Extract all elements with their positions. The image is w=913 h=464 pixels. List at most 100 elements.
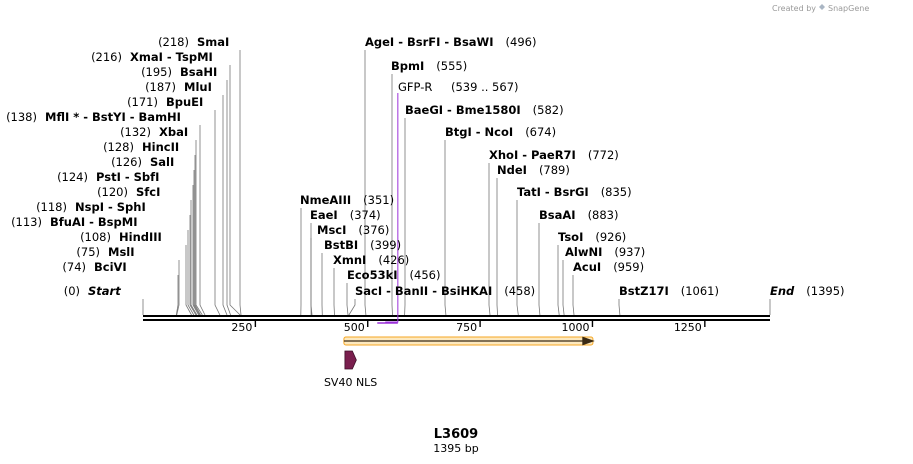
- site-bsahi-label[interactable]: (195) BsaHI: [141, 65, 217, 79]
- primer-gfp-r-name: GFP-R: [398, 80, 432, 94]
- site-msci-name: MscI: [317, 223, 346, 237]
- site-alwni-name: AlwNI: [565, 245, 602, 259]
- site-xhoi-label[interactable]: XhoI - PaeR7I (772): [489, 148, 619, 162]
- site-hindiii-position: (108): [80, 230, 111, 244]
- site-nspi-connector: [189, 215, 197, 316]
- site-saci-name: SacI - BanII - BsiHKAI: [355, 284, 492, 298]
- site-alwni-label[interactable]: AlwNI (937): [565, 245, 645, 259]
- site-alwni-connector: [562, 260, 565, 316]
- site-xbai-position: (132): [120, 125, 151, 139]
- site-saci-connector: [348, 299, 356, 316]
- site-agei-label[interactable]: AgeI - BsrFI - BsaWI (496): [365, 35, 536, 49]
- site-xmai-label[interactable]: (216) XmaI - TspMI: [91, 50, 213, 64]
- site-mfli-label[interactable]: (138) MflI * - BstYI - BamHI: [6, 110, 181, 124]
- site-btgi-name: BtgI - NcoI: [445, 125, 513, 139]
- site-ndei-position: (789): [539, 163, 570, 177]
- primer-gfp-r[interactable]: GFP-R (539 .. 567): [377, 80, 519, 324]
- site-eaei-position: (374): [350, 208, 381, 222]
- site-bsahi-position: (195): [141, 65, 172, 79]
- site-btgi-position: (674): [525, 125, 556, 139]
- site-psti-label[interactable]: (124) PstI - SbfI: [57, 170, 159, 184]
- site-ndei-label[interactable]: NdeI (789): [497, 163, 570, 177]
- site-bstbi-label[interactable]: BstBI (399): [324, 238, 401, 252]
- site-acui-connector: [572, 275, 575, 316]
- site-bcivi-label[interactable]: (74) BciVI: [62, 260, 126, 274]
- site-bpmi-name: BpmI: [391, 59, 424, 73]
- site-hincii-position: (128): [103, 140, 134, 154]
- scale-tick-label-250: 250: [231, 321, 252, 334]
- site-start-label[interactable]: (0) Start: [64, 284, 122, 298]
- site-mlui-connector: [222, 95, 228, 316]
- site-start-name: Start: [88, 284, 121, 298]
- site-saci-label[interactable]: SacI - BanII - BsiHKAI (458): [355, 284, 535, 298]
- site-alwni-position: (937): [614, 245, 645, 259]
- site-msli-label[interactable]: (75) MslI: [76, 245, 134, 259]
- site-bpmi-position: (555): [436, 59, 467, 73]
- site-bfuai-position: (113): [11, 215, 42, 229]
- site-mlui-label[interactable]: (187) MluI: [145, 80, 212, 94]
- site-bfuai-connector: [187, 230, 195, 316]
- site-xmai-name: XmaI - TspMI: [130, 50, 213, 64]
- site-baegi-position: (582): [533, 103, 564, 117]
- site-tati-connector: [516, 200, 519, 316]
- site-bstz17i-label[interactable]: BstZ17I (1061): [619, 284, 719, 298]
- site-bsahi-connector: [226, 80, 231, 316]
- site-psti-position: (124): [57, 170, 88, 184]
- site-mlui-name: MluI: [184, 80, 212, 94]
- site-xbai-name: XbaI: [159, 125, 188, 139]
- site-smai-connector: [239, 50, 242, 316]
- site-tati-name: TatI - BsrGI: [517, 185, 589, 199]
- site-hincii-label[interactable]: (128) HincII: [103, 140, 179, 154]
- site-msli-name: MslI: [108, 245, 135, 259]
- sv40-nls-feature[interactable]: [344, 350, 357, 370]
- site-bstbi-position: (399): [370, 238, 401, 252]
- site-hindiii-name: HindIII: [119, 230, 162, 244]
- site-baegi-name: BaeGI - Bme1580I: [405, 103, 521, 117]
- site-xhoi-name: XhoI - PaeR7I: [489, 148, 576, 162]
- site-msci-label[interactable]: MscI (376): [317, 223, 389, 237]
- site-tsoi-label[interactable]: TsoI (926): [558, 230, 626, 244]
- site-bsaai-label[interactable]: BsaAI (883): [539, 208, 619, 222]
- site-end-label[interactable]: End (1395): [770, 284, 845, 298]
- site-eco53ki-connector: [346, 283, 349, 316]
- site-eco53ki-label[interactable]: Eco53kI (456): [347, 268, 440, 282]
- site-baegi-label[interactable]: BaeGI - Bme1580I (582): [405, 103, 564, 117]
- site-acui-label[interactable]: AcuI (959): [573, 260, 644, 274]
- site-nmeaiii-name: NmeAIII: [300, 193, 351, 207]
- site-xmai-connector: [229, 65, 241, 316]
- site-mfli-position: (138): [6, 110, 37, 124]
- site-acui-name: AcuI: [573, 260, 601, 274]
- site-smai-label[interactable]: (218) SmaI: [158, 35, 229, 49]
- site-sali-label[interactable]: (126) SalI: [111, 155, 174, 169]
- site-bfuai-label[interactable]: (113) BfuAI - BspMI: [11, 215, 137, 229]
- scale-tick-label-1250: 1250: [674, 321, 702, 334]
- site-tsoi-position: (926): [595, 230, 626, 244]
- features-track: SV40 NLS: [324, 336, 595, 389]
- site-ndei-name: NdeI: [497, 163, 527, 177]
- site-bpmi-label[interactable]: BpmI (555): [391, 59, 467, 73]
- site-eaei-label[interactable]: EaeI (374): [310, 208, 381, 222]
- site-tati-position: (835): [601, 185, 632, 199]
- site-xmni-label[interactable]: XmnI (426): [333, 253, 409, 267]
- site-tati-label[interactable]: TatI - BsrGI (835): [517, 185, 632, 199]
- site-xbai-label[interactable]: (132) XbaI: [120, 125, 188, 139]
- plasmid-name: L3609: [434, 427, 478, 442]
- site-bcivi-position: (74): [62, 260, 86, 274]
- site-hincii-connector: [194, 155, 201, 316]
- site-bpmi-connector: [391, 74, 393, 316]
- site-hindiii-label[interactable]: (108) HindIII: [80, 230, 162, 244]
- site-btgi-label[interactable]: BtgI - NcoI (674): [445, 125, 556, 139]
- snapgene-logo-icon: [819, 4, 825, 10]
- site-sfci-label[interactable]: (120) SfcI: [97, 185, 160, 199]
- site-sali-connector: [193, 170, 200, 316]
- site-nspi-label[interactable]: (118) NspI - SphI: [36, 200, 146, 214]
- site-bpuei-label[interactable]: (171) BpuEI: [127, 95, 203, 109]
- site-nspi-position: (118): [36, 200, 67, 214]
- site-msci-position: (376): [358, 223, 389, 237]
- backbone-bottom-strand: [143, 319, 770, 321]
- site-xmai-position: (216): [91, 50, 122, 64]
- site-connectors: [142, 50, 771, 316]
- site-eco53ki-name: Eco53kI: [347, 268, 398, 282]
- credit-app: SnapGene: [828, 4, 869, 13]
- site-nmeaiii-label[interactable]: NmeAIII (351): [300, 193, 394, 207]
